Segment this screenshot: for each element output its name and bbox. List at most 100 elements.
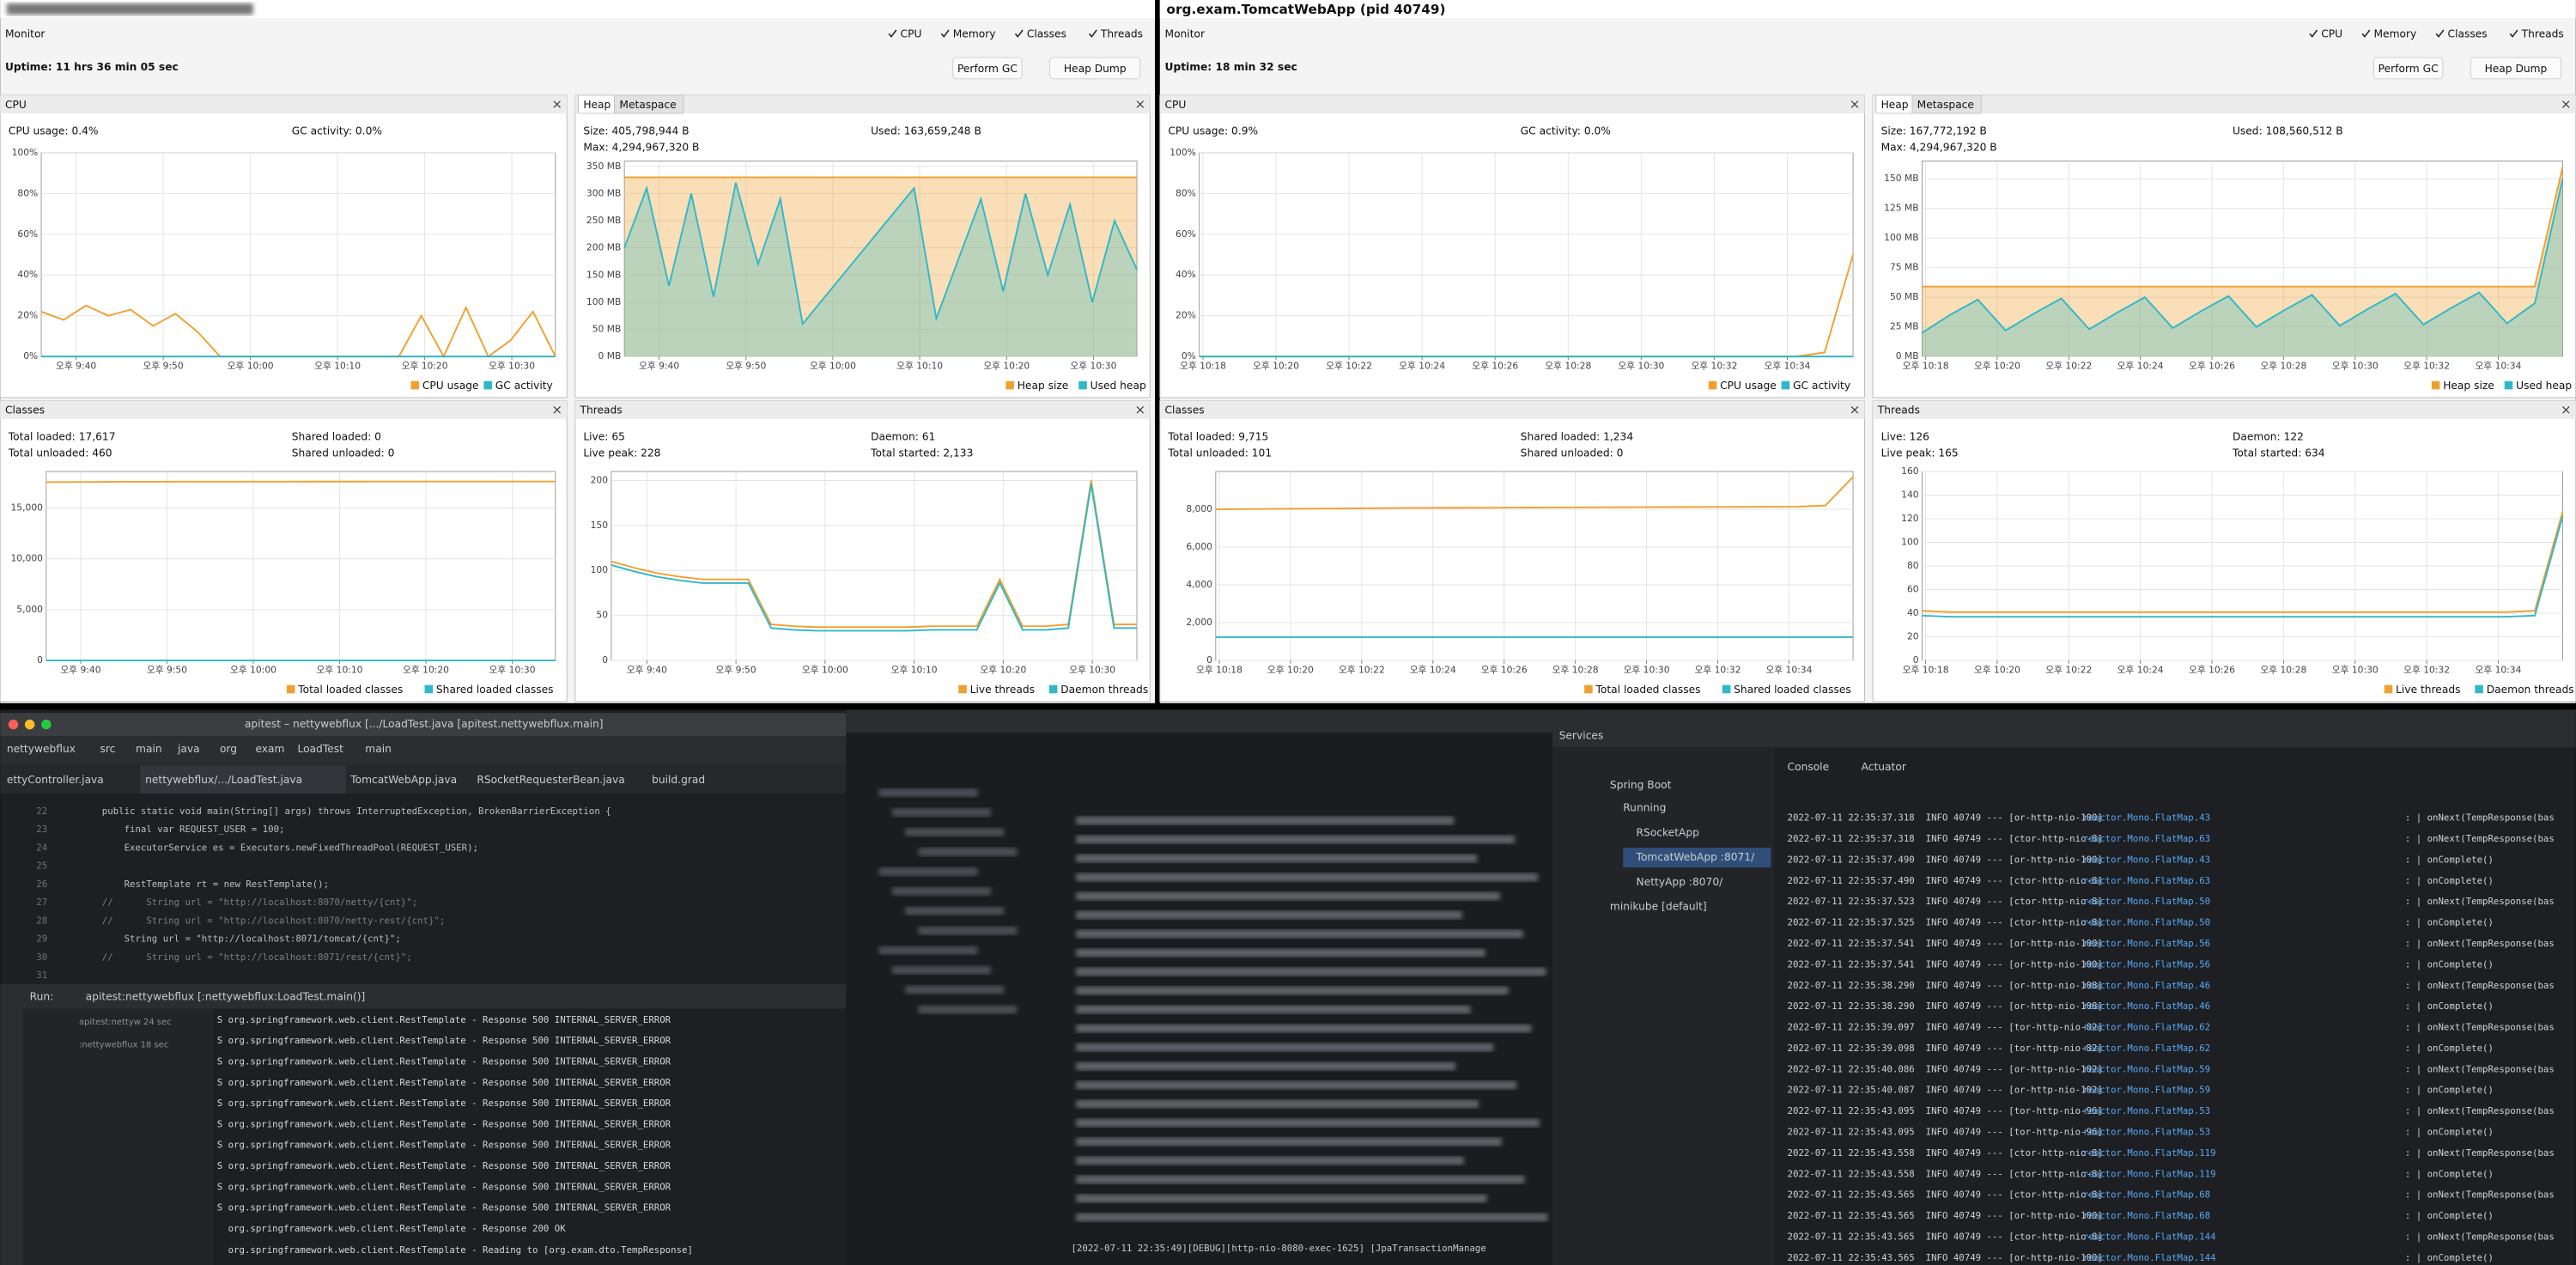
editor-tab[interactable]: RSocketRequesterBean.java xyxy=(477,774,624,786)
services-header xyxy=(1552,709,2576,748)
blurred-text xyxy=(1076,1213,1548,1222)
log-head: 2022-07-11 22:35:43.558 INFO 40749 --- [… xyxy=(1788,1168,2103,1179)
plot-area xyxy=(46,471,556,661)
x-tick-label: 오후 10:30 xyxy=(1624,664,1670,675)
legend-label: Live threads xyxy=(970,684,1035,696)
button[interactable] xyxy=(2470,57,2562,80)
x-tick-label: 오후 10:10 xyxy=(891,664,938,675)
console-line: S org.springframework.web.client.RestTem… xyxy=(217,1140,671,1151)
panel-tab[interactable] xyxy=(614,94,684,114)
close-icon xyxy=(1850,406,1859,414)
x-tick-label: 오후 10:00 xyxy=(810,361,856,372)
services-tab[interactable]: Actuator xyxy=(1862,761,1907,773)
log-message: : | onComplete() xyxy=(2405,1000,2494,1012)
x-tick-label: 오후 9:40 xyxy=(627,664,667,675)
legend-swatch xyxy=(1781,380,1790,390)
blurred-tree xyxy=(878,788,978,797)
panel-header xyxy=(0,400,568,419)
service-item[interactable]: TomcatWebApp :8071/ xyxy=(1636,851,1756,863)
stat: Used: 163,659,248 B xyxy=(871,125,981,137)
button[interactable] xyxy=(1049,57,1141,80)
code-line: RestTemplate rt = new RestTemplate(); xyxy=(102,879,329,890)
log-head: 2022-07-11 22:35:43.565 INFO 40749 --- [… xyxy=(1788,1189,2103,1201)
blurred-text xyxy=(1076,854,1477,863)
stat: Shared loaded: 0 xyxy=(292,430,381,442)
stat: Total loaded: 9,715 xyxy=(1167,430,1268,442)
legend-label: Used heap xyxy=(2516,380,2572,392)
y-tick-label: 125 MB xyxy=(1884,203,1918,214)
editor-tab[interactable]: ettyController.java xyxy=(7,774,104,786)
log-message: : | onNext(TempResponse(bas xyxy=(2405,833,2555,844)
uptime: Uptime: 11 hrs 36 min 05 sec xyxy=(5,61,179,73)
x-tick-label: 오후 10:30 xyxy=(489,361,535,372)
log-logger: reactor.Mono.FlatMap.43 xyxy=(2083,854,2210,865)
minimize-button[interactable] xyxy=(24,719,35,730)
editor-tab[interactable]: TomcatWebApp.java xyxy=(349,774,457,786)
log-head: 2022-07-11 22:35:40.087 INFO 40749 --- [… xyxy=(1788,1085,2103,1096)
y-tick-label: 50 MB xyxy=(592,324,622,335)
stat: Live: 65 xyxy=(583,430,625,442)
log-message: : | onComplete() xyxy=(2405,1252,2494,1263)
x-tick-label: 오후 10:28 xyxy=(2260,664,2306,675)
service-item[interactable]: NettyApp :8070/ xyxy=(1637,876,1724,888)
log-logger: reactor.Mono.FlatMap.68 xyxy=(2083,1189,2210,1201)
x-tick-label: 오후 10:28 xyxy=(2260,361,2306,372)
blurred-text xyxy=(1076,929,1523,939)
services-tab[interactable]: Console xyxy=(1788,761,1830,773)
console-line: S org.springframework.web.client.RestTem… xyxy=(217,1056,671,1067)
service-item[interactable]: Running xyxy=(1623,802,1666,814)
log-logger: reactor.Mono.FlatMap.53 xyxy=(2083,1105,2210,1116)
panel-title: Threads xyxy=(1877,404,1920,417)
panel-title: Classes xyxy=(5,404,45,417)
legend-label: GC activity xyxy=(1793,380,1850,392)
blurred-text xyxy=(1076,1099,1479,1109)
close-button[interactable] xyxy=(8,719,19,730)
title-bar xyxy=(1159,0,2576,19)
console-line: S org.springframework.web.client.RestTem… xyxy=(217,1118,671,1129)
blurred-text xyxy=(1076,1061,1456,1071)
zoom-button[interactable] xyxy=(41,719,52,730)
log-message: : | onComplete() xyxy=(2405,1085,2494,1096)
x-tick-label: 오후 10:10 xyxy=(317,664,363,675)
console-line: S org.springframework.web.client.RestTem… xyxy=(217,1202,671,1213)
legend-label: Heap size xyxy=(2443,380,2494,392)
plot-area xyxy=(1215,471,1854,661)
x-tick-label: 오후 10:32 xyxy=(1695,664,1741,675)
button[interactable] xyxy=(2373,57,2444,80)
close-icon xyxy=(1136,406,1145,414)
x-tick-label: 오후 10:32 xyxy=(2403,361,2450,372)
panel-header xyxy=(1873,94,2576,113)
service-item[interactable]: RSocketApp xyxy=(1637,826,1700,838)
code-line: // String url = "http://localhost:8070/n… xyxy=(102,915,446,926)
legend-label: Daemon threads xyxy=(1060,684,1148,696)
x-tick-label: 오후 9:50 xyxy=(143,361,184,372)
series-line xyxy=(1922,516,2564,618)
x-tick-label: 오후 9:50 xyxy=(147,664,187,675)
panel-tab[interactable] xyxy=(1911,94,1982,114)
editor-tab[interactable]: build.grad xyxy=(652,774,705,786)
close-icon xyxy=(1136,100,1145,108)
x-tick-label: 오후 10:32 xyxy=(1691,361,1737,372)
service-item[interactable]: Spring Boot xyxy=(1610,779,1672,791)
editor-tab[interactable]: nettywebflux/.../LoadTest.java xyxy=(145,774,302,786)
blurred-text xyxy=(1076,1118,1540,1128)
service-item[interactable]: minikube [default] xyxy=(1610,900,1707,912)
line-number: 31 xyxy=(36,970,47,981)
stat: Total unloaded: 460 xyxy=(8,447,112,459)
window-title: org.exam.TomcatWebApp (pid 40749) xyxy=(1166,2,1445,17)
log-logger: reactor.Mono.FlatMap.144 xyxy=(2083,1252,2216,1263)
log-logger: reactor.Mono.FlatMap.119 xyxy=(2083,1147,2216,1159)
x-tick-label: 오후 10:30 xyxy=(1069,664,1115,675)
log-head: 2022-07-11 22:35:37.318 INFO 40749 --- [… xyxy=(1788,812,2103,824)
breadcrumb: org xyxy=(220,743,237,755)
log-logger: reactor.Mono.FlatMap.144 xyxy=(2083,1231,2216,1242)
button[interactable] xyxy=(952,57,1023,80)
x-tick-label: 오후 10:22 xyxy=(1339,664,1385,675)
uptime: Uptime: 18 min 32 sec xyxy=(1165,61,1297,73)
blurred-text xyxy=(1076,967,1546,976)
legend-swatch xyxy=(2475,684,2483,694)
series-line xyxy=(1922,511,2564,613)
y-tick-label: 100 MB xyxy=(1884,232,1918,243)
x-tick-label: 오후 10:20 xyxy=(402,361,448,372)
